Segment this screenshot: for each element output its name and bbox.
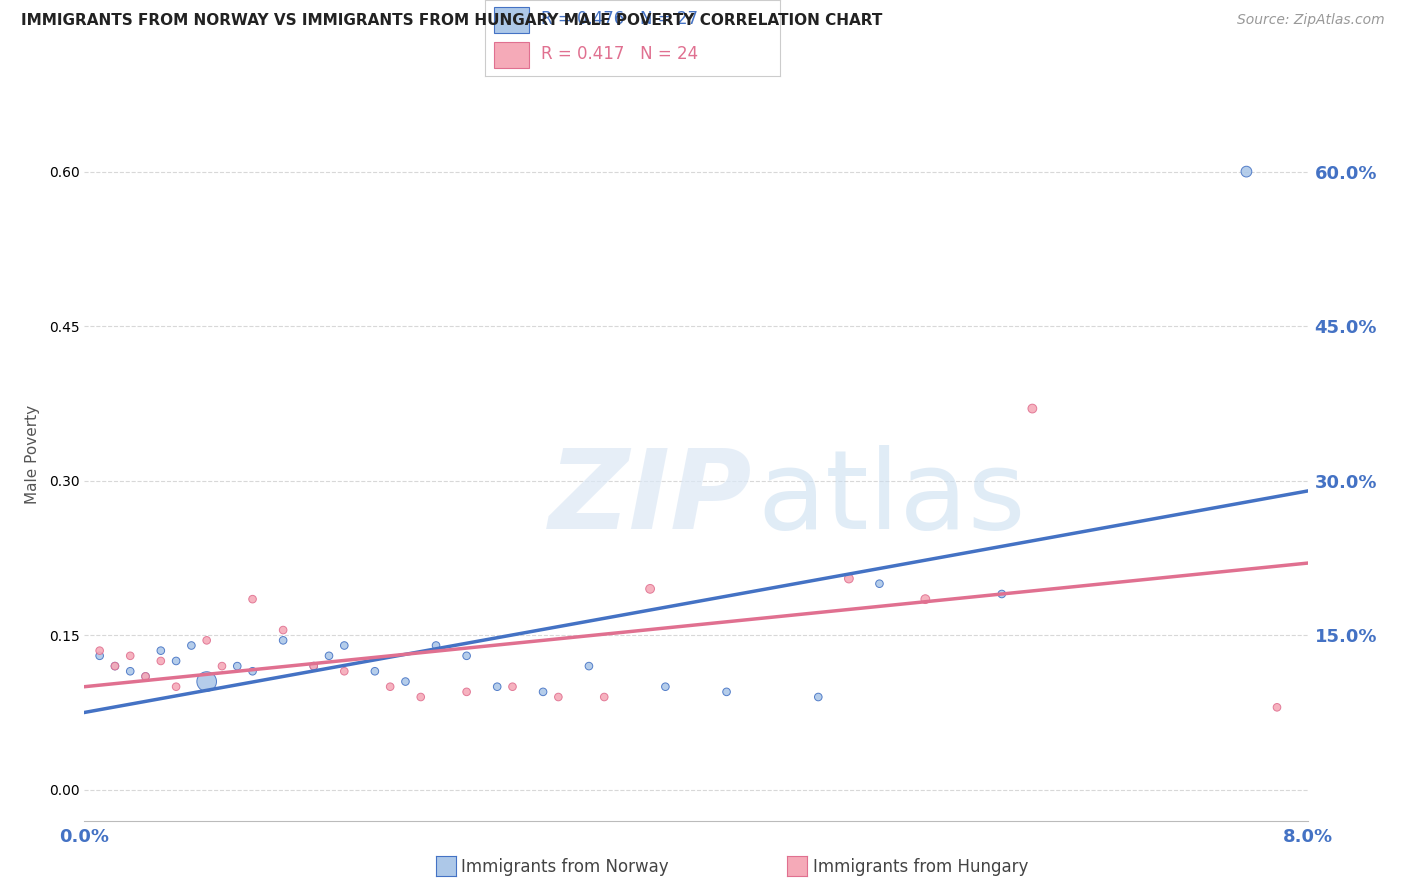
Point xyxy=(180,639,202,653)
Point xyxy=(195,633,218,648)
Point xyxy=(302,659,325,673)
Point xyxy=(242,592,264,607)
Point xyxy=(120,648,142,663)
Point xyxy=(578,659,600,673)
Point xyxy=(486,680,509,694)
Text: R = 0.417   N = 24: R = 0.417 N = 24 xyxy=(541,45,699,62)
Point xyxy=(226,659,249,673)
Point xyxy=(654,680,676,694)
Point xyxy=(531,685,554,699)
Point xyxy=(302,659,325,673)
Point xyxy=(271,623,294,637)
Text: atlas: atlas xyxy=(758,445,1025,552)
Text: Source: ZipAtlas.com: Source: ZipAtlas.com xyxy=(1237,13,1385,28)
Point xyxy=(89,643,111,657)
Point xyxy=(409,690,432,704)
Bar xyxy=(494,7,529,33)
Text: Immigrants from Hungary: Immigrants from Hungary xyxy=(813,858,1028,876)
Point xyxy=(502,680,524,694)
Point xyxy=(211,659,233,673)
Point xyxy=(89,648,111,663)
Point xyxy=(456,648,478,663)
Point xyxy=(104,659,127,673)
Point xyxy=(991,587,1014,601)
Point xyxy=(135,669,157,683)
Point xyxy=(425,639,447,653)
Point xyxy=(394,674,416,689)
Point xyxy=(716,685,738,699)
Text: ZIP: ZIP xyxy=(550,445,752,552)
Point xyxy=(869,576,891,591)
Point xyxy=(1265,700,1288,714)
Point xyxy=(1236,164,1258,178)
Y-axis label: Male Poverty: Male Poverty xyxy=(25,405,41,505)
Point xyxy=(807,690,830,704)
Point xyxy=(380,680,402,694)
Text: IMMIGRANTS FROM NORWAY VS IMMIGRANTS FROM HUNGARY MALE POVERTY CORRELATION CHART: IMMIGRANTS FROM NORWAY VS IMMIGRANTS FRO… xyxy=(21,13,883,29)
Point xyxy=(165,654,187,668)
Bar xyxy=(494,43,529,68)
Point xyxy=(165,680,187,694)
Point xyxy=(104,659,127,673)
Point xyxy=(638,582,661,596)
Point xyxy=(318,648,340,663)
Point xyxy=(120,665,142,679)
Point xyxy=(914,592,936,607)
Point xyxy=(838,572,860,586)
Point xyxy=(149,643,172,657)
Point xyxy=(593,690,616,704)
Point xyxy=(149,654,172,668)
Point xyxy=(1021,401,1043,416)
Point xyxy=(271,633,294,648)
Point xyxy=(364,665,387,679)
Point xyxy=(242,665,264,679)
Point xyxy=(135,669,157,683)
Point xyxy=(195,674,218,689)
Point xyxy=(547,690,569,704)
Text: R = 0.476   N = 27: R = 0.476 N = 27 xyxy=(541,11,699,29)
Point xyxy=(333,639,356,653)
Point xyxy=(333,665,356,679)
Text: Immigrants from Norway: Immigrants from Norway xyxy=(461,858,669,876)
Point xyxy=(456,685,478,699)
